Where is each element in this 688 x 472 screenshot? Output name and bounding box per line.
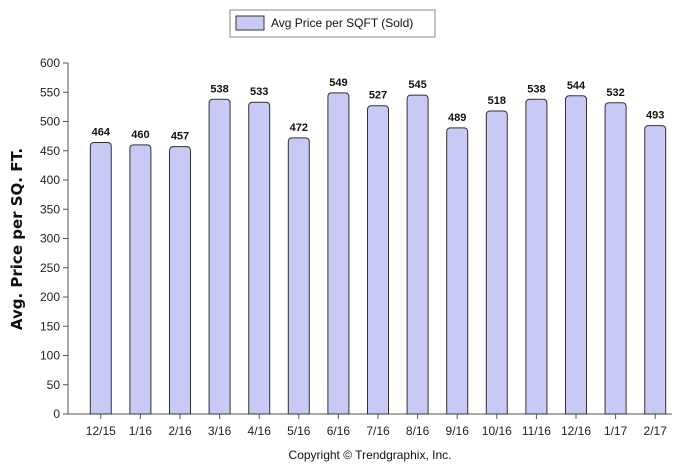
y-tick-label: 400	[40, 173, 60, 187]
bar	[446, 127, 469, 415]
bar	[525, 98, 548, 415]
data-label: 472	[290, 122, 308, 134]
x-tick-label: 12/15	[86, 424, 116, 438]
data-label: 544	[567, 80, 586, 92]
bar	[327, 92, 350, 415]
x-tick-label: 5/16	[287, 424, 311, 438]
data-label: 533	[250, 86, 268, 98]
x-tick-label: 7/16	[366, 424, 390, 438]
bar	[604, 102, 627, 415]
x-tick-label: 3/16	[208, 424, 232, 438]
bar	[248, 101, 271, 415]
bar	[485, 110, 508, 415]
x-tick-label: 9/16	[446, 424, 470, 438]
bar	[367, 105, 389, 415]
y-tick-label: 250	[40, 261, 60, 275]
y-tick-label: 50	[47, 378, 61, 392]
x-tick-label: 2/17	[644, 424, 668, 438]
data-label: 457	[171, 131, 189, 143]
y-tick-labels: 0 50 100 150 200 250 300 350 400 450 500 550 600	[40, 56, 60, 421]
data-label: 532	[606, 87, 624, 99]
x-tick-label: 1/16	[129, 424, 153, 438]
x-tick-label: 4/16	[248, 424, 272, 438]
legend-label: Avg Price per SQFT (Sold)	[271, 16, 413, 30]
y-tick-label: 0	[53, 407, 60, 421]
bar	[129, 144, 152, 415]
y-tick-label: 150	[40, 319, 60, 333]
data-label: 538	[527, 83, 545, 95]
x-tick-label: 8/16	[406, 424, 430, 438]
legend-swatch	[235, 15, 265, 31]
x-tick-label: 1/17	[604, 424, 628, 438]
data-label: 545	[408, 79, 426, 91]
bar	[169, 146, 191, 415]
bar	[644, 125, 667, 415]
bar	[89, 142, 112, 415]
x-tick-label: 2/16	[168, 424, 192, 438]
y-tick-label: 300	[40, 232, 60, 246]
data-label: 527	[369, 90, 387, 102]
y-tick-label: 600	[40, 56, 60, 70]
x-tick-label: 6/16	[327, 424, 351, 438]
x-tick-labels: 12/15 1/16 2/16 3/16 4/16 5/16 6/16 7/16 8/16 9/1…	[86, 424, 667, 438]
data-label: 493	[646, 110, 664, 122]
data-label: 460	[131, 129, 149, 141]
y-axis-title: Avg. Price per SQ. FT.	[8, 148, 26, 330]
y-tick-label: 500	[40, 115, 60, 129]
data-label: 538	[210, 83, 228, 95]
bar	[208, 98, 231, 415]
y-tick-label: 100	[40, 349, 60, 363]
bar	[406, 94, 429, 415]
data-labels: 464 460 457 538 533 472 549 527 545 489 518 538 544 5…	[92, 77, 665, 143]
data-label: 464	[92, 127, 111, 139]
y-tick-label: 550	[40, 85, 60, 99]
data-label: 489	[448, 112, 466, 124]
data-label: 518	[488, 95, 506, 107]
y-tick-label: 450	[40, 144, 60, 158]
bar	[287, 137, 310, 415]
y-tick-label: 350	[40, 202, 60, 216]
bar	[565, 95, 587, 415]
legend: Avg Price per SQFT (Sold)	[229, 9, 436, 38]
x-tick-label: 11/16	[522, 424, 551, 438]
data-label: 549	[329, 77, 347, 89]
bars	[89, 92, 667, 415]
x-tick-label: 12/16	[561, 424, 591, 438]
y-tick-label: 200	[40, 290, 60, 304]
copyright-text: Copyright © Trendgraphix, Inc.	[289, 448, 452, 462]
x-tick-label: 10/16	[482, 424, 512, 438]
